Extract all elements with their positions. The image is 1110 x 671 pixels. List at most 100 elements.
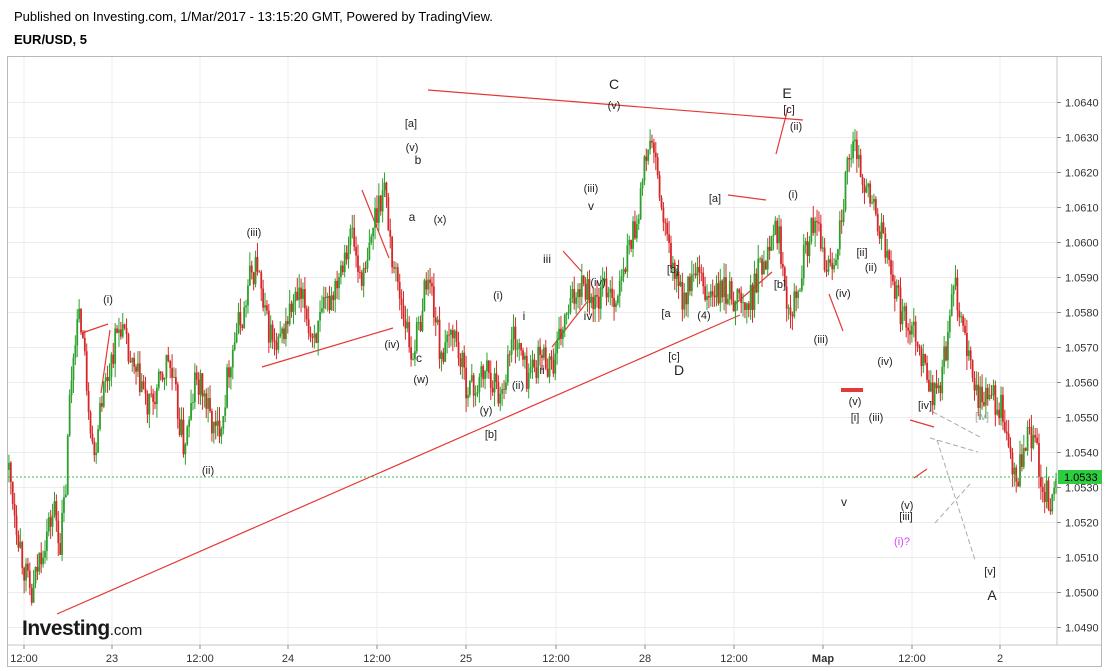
candle — [901, 298, 904, 331]
candle-body — [264, 305, 266, 308]
candle-body — [298, 287, 301, 301]
candle-body — [267, 310, 270, 343]
candle-body — [484, 371, 486, 380]
candle — [501, 383, 504, 407]
candle — [948, 309, 951, 339]
candle-body — [300, 287, 302, 299]
candle — [778, 214, 781, 254]
candle — [1041, 476, 1044, 503]
candle-body — [486, 360, 488, 372]
wave-label: (ii) — [865, 262, 877, 274]
candle — [692, 263, 695, 282]
candle — [990, 385, 993, 400]
candle-body — [42, 557, 44, 565]
candle — [749, 274, 752, 320]
candle — [461, 350, 464, 380]
candle — [152, 388, 155, 415]
candle-body — [36, 566, 39, 572]
candle-body — [248, 265, 251, 286]
candle-body — [518, 343, 521, 349]
candle-body — [1039, 476, 1042, 487]
candle — [317, 320, 320, 356]
candle-body — [795, 291, 798, 299]
candle-body — [740, 292, 743, 303]
projection-line — [936, 439, 976, 561]
candle — [637, 213, 640, 231]
candle-body — [80, 308, 82, 333]
candle-body — [651, 140, 653, 143]
candle — [979, 376, 982, 420]
candle-body — [514, 326, 517, 350]
candle-body — [444, 342, 447, 362]
candle-body — [91, 433, 94, 442]
candle-body — [781, 263, 784, 268]
candle-body — [207, 398, 210, 409]
candle-body — [260, 272, 263, 289]
candle-body — [831, 262, 834, 270]
candle-body — [1030, 427, 1033, 449]
candle — [882, 215, 885, 234]
x-tick-label: 12:00 — [186, 653, 214, 665]
candle-body — [247, 285, 249, 306]
candle-body — [800, 278, 803, 291]
candle — [615, 300, 617, 312]
candle — [421, 298, 424, 333]
candle — [785, 275, 788, 322]
candle-body — [677, 271, 680, 286]
candle — [429, 268, 431, 294]
candle — [250, 260, 253, 280]
candle-body — [100, 403, 103, 407]
candle-body — [266, 305, 268, 311]
candle-body — [8, 462, 10, 470]
candle-body — [571, 289, 574, 299]
candle — [231, 344, 234, 380]
candle-body — [512, 326, 515, 340]
candle — [256, 242, 259, 276]
candle-body — [863, 184, 866, 193]
candle — [905, 302, 908, 338]
candle — [929, 370, 932, 393]
candle-body — [453, 330, 456, 339]
candle-body — [370, 236, 373, 243]
candle-body — [567, 312, 570, 314]
candle-body — [345, 252, 348, 260]
candle — [118, 317, 120, 347]
candle-body — [195, 372, 198, 380]
candle-body — [419, 322, 422, 331]
x-tick-label: 24 — [282, 653, 294, 665]
candle-body — [941, 366, 944, 394]
candle — [450, 328, 452, 347]
candle — [910, 321, 913, 343]
candle — [789, 294, 792, 329]
candle-body — [649, 140, 652, 150]
candle — [757, 244, 760, 305]
candle — [284, 307, 287, 347]
chart-frame[interactable] — [7, 56, 1102, 667]
candle — [821, 236, 824, 253]
candle — [992, 379, 995, 401]
candle-body — [131, 357, 134, 363]
candle-body — [303, 289, 306, 309]
candle — [161, 371, 164, 383]
candle-body — [470, 375, 473, 382]
candle — [489, 360, 492, 401]
candle-body — [250, 265, 253, 273]
candle-body — [584, 283, 587, 300]
candle-body — [711, 291, 714, 296]
candle — [260, 269, 263, 302]
candle-body — [632, 221, 634, 249]
candle-body — [40, 552, 43, 565]
candle-body — [311, 336, 314, 338]
candle — [379, 194, 382, 216]
last-price-badge: 1.0533 — [1058, 470, 1102, 484]
candle-body — [163, 377, 166, 380]
candle-body — [214, 421, 217, 426]
wave-label: (4) — [697, 310, 710, 322]
candle-body — [611, 288, 614, 298]
candle-body — [988, 394, 991, 400]
candle-body — [548, 356, 551, 377]
candle — [495, 360, 498, 390]
candle-body — [34, 566, 37, 584]
candle — [1039, 464, 1042, 500]
